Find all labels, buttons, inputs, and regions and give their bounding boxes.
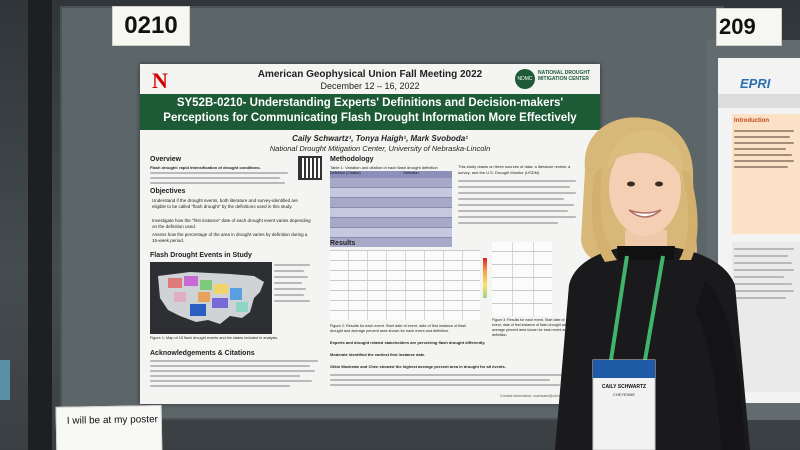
table-row [330,218,452,228]
research-poster: N American Geophysical Union Fall Meetin… [140,64,600,404]
results-text-lines [330,374,570,389]
support-pole [28,0,52,450]
hair-side-right [679,170,698,260]
badge-header [593,360,655,378]
poster-title: SY52B-0210- Understanding Experts' Defin… [163,97,577,124]
state-block [230,288,242,300]
intro-text: This study draws on three sources of dat… [458,164,571,175]
title-band [140,94,600,130]
definitions-table: Definition (Citation) Definition [330,171,452,247]
results-figure-2 [330,250,480,320]
methodology-heading: Methodology [330,156,374,163]
state-block [198,292,210,302]
state-block [190,304,206,316]
ack-heading: Acknowledgements & Citations [150,350,255,357]
poster-authors: Caily Schwartz¹, Tonya Haigh¹, Mark Svob… [292,134,468,143]
results-figure-3 [492,242,552,316]
state-block [184,276,198,286]
table-header-definition: Definition [403,171,419,175]
neighbor-lower-lines [734,248,794,304]
state-block [214,284,228,294]
right-arm [695,280,745,450]
objective-3: Assess how the percentage of the area in… [152,232,308,243]
map-caption: Figure 1: Map of 15 flash drought events… [150,336,279,340]
table-caption: Table 1: Variation and citation of each … [330,165,438,170]
table-row [330,208,452,218]
result-bold-2: Moderate identified the earliest first i… [330,352,426,357]
face [609,140,681,236]
figure-3-caption: Figure 3: Results for each event. Start … [492,318,569,337]
map-legend [274,264,314,306]
result-bold-1: Experts and drought related stakeholders… [330,340,486,345]
hair-fringe [607,130,684,180]
ndmc-name: NATIONAL DROUGHT MITIGATION CENTER [538,70,591,82]
lanyard [609,255,665,361]
objective-2: Investigate how the “first instance” dat… [152,218,311,229]
hair-side-left [591,168,617,262]
right-eye [655,181,663,187]
ack-text-lines [150,360,320,390]
epri-logo: EPRI [740,76,771,91]
contact-info: Contact information: cschwartz@unl.edu [500,394,565,398]
qr-code [298,156,322,180]
table-header-definition-citation: Definition (Citation) [330,171,361,175]
presenter-person [555,117,750,450]
intro-box [732,114,800,234]
left-eye [627,181,635,187]
table-row [330,238,452,247]
neighbor-title-band [718,94,800,108]
poster-affiliation: National Drought Mitigation Center, Univ… [269,144,491,153]
intro-text-lines [458,180,578,228]
conference-dates: December 12 – 16, 2022 [320,81,420,91]
smile [628,209,662,218]
map-heading: Flash Drought Events in Study [150,252,252,259]
badge-org: CHEYENNE [612,392,636,397]
booth-number-right: 209 [716,8,782,46]
turtleneck-collar [617,246,675,260]
us-map [150,262,272,334]
state-block [236,302,248,312]
results-heading: Results [330,240,356,247]
left-edge-object [0,360,10,400]
nebraska-logo: N [152,68,168,93]
neighbor-text-lines [734,130,794,172]
state-block [200,280,212,290]
state-block [168,278,182,288]
neighbor-lower-box [732,242,800,392]
state-block [212,298,228,308]
figure-2-caption: Figure 2: Results for each event. Start … [330,324,467,333]
objective-1: Understand if the drought events, both l… [152,198,298,209]
table-row [330,198,452,208]
table-row [330,188,452,198]
result-bold-3: Otkin Moderate and Chen showed the highe… [330,364,506,369]
sign-text: I will be at my poster [66,414,159,427]
overview-text-lines [150,172,290,187]
table-row [330,178,452,188]
presenter-sign: I will be at my poster [55,405,163,450]
results-color-scale [483,258,487,298]
ndmc-logo: NDMC [515,69,535,89]
overview-lead: Flash drought: rapid intensification of … [150,165,261,170]
neighbor-intro-heading: Introduction [734,118,769,124]
table-row [330,228,452,238]
badge-name: CAILY SCHWARTZ [601,384,647,390]
booth-number-left: 0210 [112,6,190,46]
state-block [174,292,186,302]
objectives-heading: Objectives [150,188,186,195]
conference-name: American Geophysical Union Fall Meeting … [257,69,483,80]
overview-heading: Overview [150,156,182,163]
